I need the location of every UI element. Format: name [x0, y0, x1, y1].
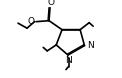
Text: O: O [47, 0, 54, 7]
Text: N: N [65, 56, 72, 65]
Text: O: O [28, 17, 35, 26]
Text: N: N [87, 41, 93, 50]
